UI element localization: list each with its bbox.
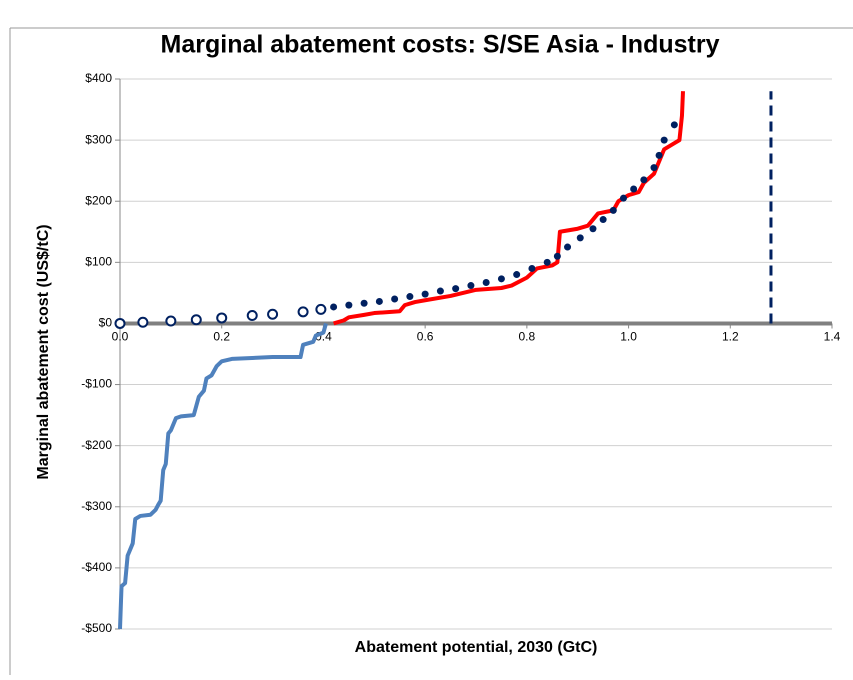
- y-tick-label: $200: [85, 193, 112, 207]
- x-tick-label: 0.6: [417, 330, 434, 344]
- y-tick-label: $100: [85, 255, 112, 269]
- dot-point: [543, 258, 551, 266]
- x-tick-label: 0.2: [213, 330, 230, 344]
- dot-point: [406, 293, 414, 301]
- y-tick-label: -$500: [81, 621, 112, 635]
- hollow-point: [137, 316, 149, 328]
- y-tick-label: -$400: [81, 560, 112, 574]
- hollow-point: [190, 314, 202, 326]
- y-tick-label: -$300: [81, 499, 112, 513]
- dot-point: [467, 282, 475, 290]
- dot-point: [660, 136, 668, 144]
- dot-point: [452, 285, 460, 293]
- hollow-point: [315, 303, 327, 315]
- dot-point: [482, 279, 490, 286]
- hollow-point: [216, 312, 228, 324]
- dot-point: [655, 151, 663, 159]
- dot-point: [630, 185, 638, 193]
- hollow-point: [267, 308, 279, 320]
- dot-point: [599, 216, 607, 224]
- x-tick-label: 1.2: [722, 330, 739, 344]
- x-tick-label: 1.4: [824, 330, 841, 344]
- x-tick-label: 1.0: [620, 330, 637, 344]
- dot-point: [330, 303, 338, 311]
- grid: $400 $300 $200 $100 $0 -$100 -$200 -$300 -$400 -$…: [81, 71, 840, 635]
- x-tick-label: 0.0: [112, 330, 129, 344]
- dot-point: [670, 121, 678, 129]
- dot-point: [436, 287, 444, 295]
- dot-point: [497, 275, 505, 283]
- dot-point: [513, 271, 521, 279]
- x-axis-title: Abatement potential, 2030 (GtC): [355, 639, 598, 656]
- dot-point: [619, 194, 627, 202]
- dot-point: [391, 295, 399, 303]
- dot-point: [528, 264, 536, 272]
- y-tick-label: $0: [99, 316, 113, 330]
- dot-point: [375, 297, 383, 305]
- y-tick-label: $400: [85, 71, 112, 85]
- hollow-point: [165, 315, 177, 327]
- dot-point: [609, 206, 617, 214]
- plot: [114, 91, 773, 630]
- dot-point: [553, 252, 561, 260]
- dot-point: [564, 243, 572, 251]
- x-tick-label: 0.8: [519, 330, 536, 344]
- dot-point: [345, 301, 353, 309]
- y-tick-label: -$100: [81, 377, 112, 391]
- series-line: [118, 322, 328, 630]
- dot-point: [421, 290, 429, 298]
- dot-point: [589, 225, 597, 233]
- y-axis-title: Marginal abatement cost (US$/tC): [35, 224, 52, 479]
- chart-title: Marginal abatement costs: S/SE Asia - In…: [161, 31, 720, 59]
- dot-point: [650, 164, 658, 172]
- dot-point: [360, 299, 368, 307]
- dot-point: [640, 176, 648, 184]
- y-tick-label: -$200: [81, 438, 112, 452]
- dot-point: [576, 234, 584, 242]
- hollow-point: [246, 310, 258, 321]
- hollow-point: [297, 306, 309, 318]
- hollow-point: [114, 317, 126, 329]
- y-tick-label: $300: [85, 132, 112, 146]
